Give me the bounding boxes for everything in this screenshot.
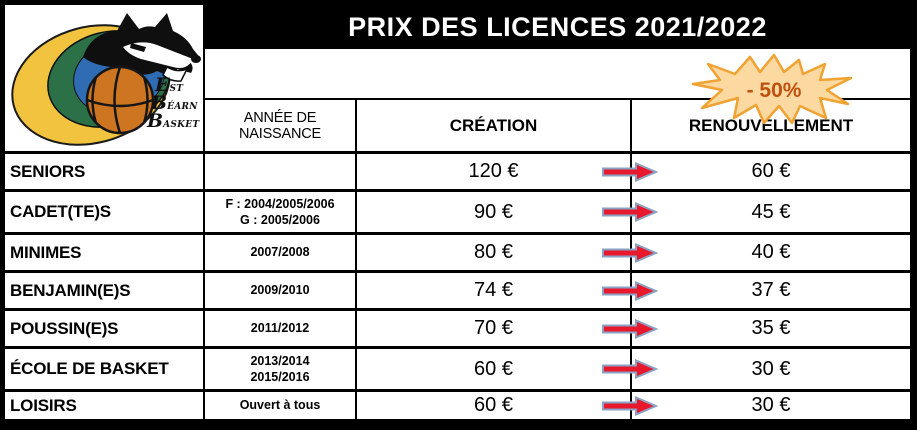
renewal-price-cell: 60 € [602,151,910,189]
birth-year-cell [205,151,357,189]
creation-price: 60 € [357,346,632,389]
birth-year-cell: 2007/2008 [205,232,357,270]
discount-badge: - 50% [691,53,853,125]
category-label: LOISIRS [5,389,205,419]
renewal-price: 40 € [751,241,791,263]
category-label: CADET(TE)S [5,189,205,232]
club-logo: EST BÉARN BASKET [5,5,205,151]
renewal-price: 60 € [751,160,791,182]
arrow-right-icon [601,394,659,418]
arrow-right-icon [601,357,659,381]
arrow-right-icon [601,241,659,265]
renewal-price-cell: 45 € [602,189,910,232]
birth-year-cell: 2011/2012 [205,308,357,346]
arrow-right-icon [601,317,659,341]
arrow-right-icon [601,279,659,303]
creation-price: 60 € [357,389,632,419]
renewal-price-cell: 37 € [602,270,910,308]
column-header-creation: CRÉATION [357,98,632,151]
arrow-right-icon [601,160,659,184]
creation-price: 70 € [357,308,632,346]
logo-text-line-1: EST [154,74,184,96]
renewal-price-cell: 40 € [602,232,910,270]
arrow-right-icon [601,200,659,224]
renewal-price-cell: 30 € [602,346,910,389]
category-label: MINIMES [5,232,205,270]
husky-head-icon [83,13,201,82]
category-label: POUSSIN(E)S [5,308,205,346]
column-header-birth-year: ANNÉE DE NAISSANCE [205,98,357,151]
creation-price: 120 € [357,151,632,189]
basketball-icon [85,65,155,135]
birth-year-cell: 2013/2014 2015/2016 [205,346,357,389]
birth-year-cell: Ouvert à tous [205,389,357,419]
birth-year-cell: F : 2004/2005/2006 G : 2005/2006 [205,189,357,232]
renewal-price: 30 € [751,357,791,380]
renewal-price-cell: 30 € [602,389,910,419]
creation-price: 90 € [357,189,632,232]
creation-price: 74 € [357,270,632,308]
renewal-price: 35 € [751,317,791,339]
club-logo-graphic: EST BÉARN BASKET [11,13,201,146]
category-label: ÉCOLE DE BASKET [5,346,205,389]
category-label: SENIORS [5,151,205,189]
birth-year-cell: 2009/2010 [205,270,357,308]
page-title: PRIX DES LICENCES 2021/2022 [205,5,910,49]
renewal-price: 37 € [751,279,791,301]
logo-text-line-3: BASKET [146,110,200,132]
creation-price: 80 € [357,232,632,270]
renewal-price: 45 € [751,200,791,223]
header-band: - 50% [205,49,910,125]
category-label: BENJAMIN(E)S [5,270,205,308]
renewal-price: 30 € [751,394,791,416]
discount-badge-label: - 50% [747,79,802,102]
renewal-price-cell: 35 € [602,308,910,346]
logo-text-line-2: BÉARN [150,92,198,114]
